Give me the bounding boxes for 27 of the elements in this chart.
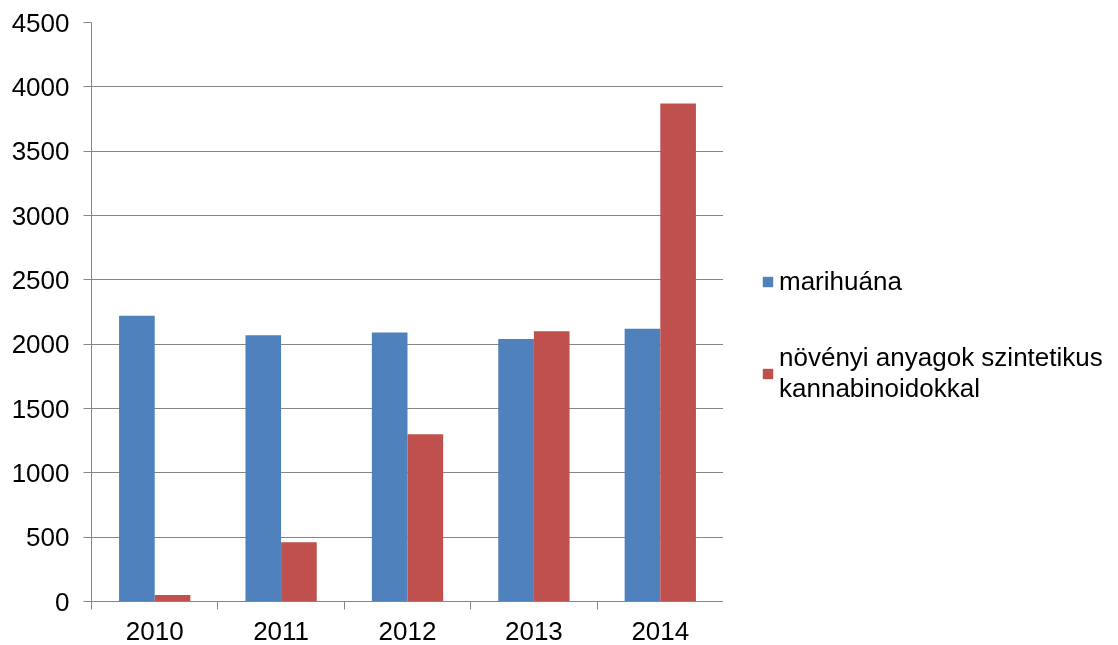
x-tick-label: 2010 (125, 615, 184, 645)
bar (371, 332, 408, 602)
x-tick-label: 2011 (253, 615, 310, 645)
bar (533, 331, 570, 602)
bar (281, 542, 317, 602)
y-tick-label: 500 (26, 522, 70, 553)
bar (154, 595, 191, 602)
y-tick-label: 2500 (11, 264, 70, 295)
bar (624, 328, 661, 602)
legend-label: növényi anyagok szintetikus kannabinoidokkal (779, 342, 1103, 404)
y-tick-label: 2000 (11, 329, 70, 360)
bar (498, 339, 534, 602)
y-tick-label: 3500 (11, 136, 70, 167)
legend-label: marihuána (779, 266, 902, 297)
y-tick-label: 1500 (11, 393, 70, 424)
x-tick-label: 2014 (631, 615, 690, 645)
y-tick-label: 4000 (11, 71, 70, 102)
bar (119, 315, 155, 602)
bar (660, 103, 696, 602)
y-tick-label: 1000 (11, 457, 70, 488)
y-tick-label: 4500 (11, 7, 70, 38)
x-tick-label: 2013 (504, 615, 563, 645)
bar (245, 335, 282, 602)
y-tick-label: 3000 (11, 200, 70, 231)
x-tick-label: 2012 (378, 615, 437, 645)
bar (407, 434, 444, 602)
y-tick-label: 0 (55, 586, 70, 617)
